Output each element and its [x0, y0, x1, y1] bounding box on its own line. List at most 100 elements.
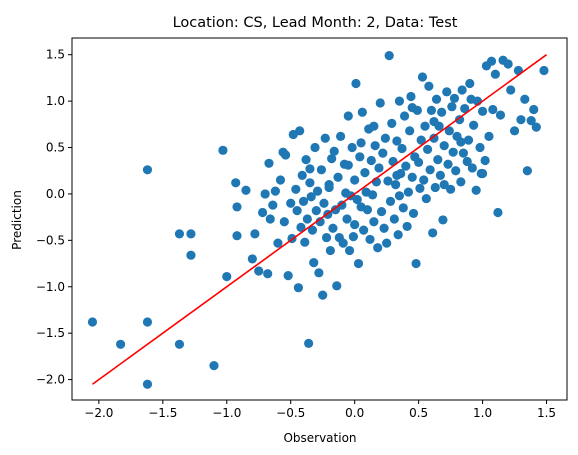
- data-point: [298, 196, 309, 206]
- data-point: [254, 266, 264, 276]
- data-point: [471, 185, 481, 195]
- data-point: [310, 142, 320, 153]
- data-point: [509, 126, 520, 136]
- data-point: [375, 98, 385, 108]
- data-point: [351, 78, 361, 89]
- data-point: [283, 271, 293, 281]
- data-point: [484, 131, 494, 141]
- data-point: [376, 206, 387, 217]
- data-point: [343, 111, 353, 121]
- data-point: [463, 135, 474, 145]
- data-point: [435, 170, 445, 180]
- data-point: [306, 192, 316, 202]
- data-point: [275, 175, 286, 185]
- data-point: [319, 198, 329, 208]
- data-point: [353, 258, 364, 269]
- data-point: [312, 186, 323, 196]
- data-point: [357, 107, 367, 117]
- x-tick-label: 0.5: [409, 406, 428, 420]
- data-point: [142, 317, 153, 327]
- data-point: [142, 379, 153, 389]
- y-tick-label: −0.5: [36, 233, 65, 247]
- data-point: [343, 160, 353, 170]
- data-point: [352, 194, 362, 205]
- data-point: [218, 145, 228, 155]
- data-point: [365, 234, 375, 245]
- data-point: [402, 221, 412, 232]
- data-point: [382, 238, 392, 248]
- data-point: [446, 184, 456, 194]
- data-point: [460, 103, 470, 114]
- data-point: [378, 148, 388, 158]
- data-point: [444, 126, 454, 136]
- data-point: [142, 165, 153, 175]
- y-axis-label: Prediction: [10, 190, 24, 250]
- data-point: [387, 118, 397, 128]
- data-point: [416, 135, 426, 145]
- y-tick-label: 1.5: [46, 48, 65, 62]
- data-point: [247, 254, 257, 264]
- data-point: [295, 126, 305, 136]
- data-point: [263, 269, 273, 279]
- data-point: [429, 116, 439, 127]
- data-point: [232, 202, 242, 212]
- data-point: [438, 215, 448, 225]
- data-point: [374, 163, 384, 173]
- data-point: [414, 157, 424, 167]
- data-point: [301, 154, 311, 165]
- data-point: [397, 143, 407, 154]
- data-point: [265, 214, 275, 224]
- data-point: [369, 121, 379, 131]
- data-point: [477, 106, 488, 116]
- data-point: [439, 180, 449, 190]
- data-point: [458, 148, 468, 158]
- data-point: [539, 65, 549, 76]
- data-point: [264, 158, 274, 168]
- data-point: [320, 133, 330, 143]
- data-point: [380, 133, 390, 143]
- data-point: [420, 121, 430, 131]
- data-point: [467, 163, 477, 173]
- data-point: [222, 271, 232, 282]
- chart-title: Location: CS, Lead Month: 2, Data: Test: [173, 15, 458, 31]
- data-point: [257, 207, 268, 218]
- data-point: [403, 187, 413, 197]
- y-tick-label: 0.0: [46, 187, 65, 201]
- data-point: [87, 317, 98, 327]
- data-point: [408, 208, 419, 219]
- data-point: [428, 228, 438, 238]
- data-point: [279, 217, 289, 227]
- data-point: [522, 166, 532, 176]
- data-point: [503, 59, 513, 69]
- data-point: [393, 230, 403, 240]
- data-point: [454, 115, 465, 125]
- y-tick-label: −2.0: [36, 373, 65, 387]
- data-point: [385, 196, 396, 206]
- data-point: [321, 232, 332, 243]
- data-point: [529, 104, 539, 115]
- data-point: [426, 105, 437, 115]
- data-point: [307, 225, 318, 235]
- fit-line: [91, 54, 548, 385]
- data-point: [421, 193, 431, 204]
- data-point: [437, 107, 447, 117]
- data-point: [466, 94, 476, 104]
- data-point: [348, 232, 358, 242]
- data-point: [311, 206, 321, 216]
- data-point: [325, 245, 335, 256]
- data-point: [431, 94, 442, 104]
- data-point: [407, 172, 417, 182]
- x-tick-label: 1.0: [473, 406, 492, 420]
- data-point: [273, 238, 283, 248]
- y-tick-label: −1.0: [36, 280, 65, 294]
- data-point: [462, 156, 472, 167]
- data-point: [329, 146, 339, 156]
- data-point: [424, 81, 434, 91]
- data-point: [356, 138, 366, 148]
- data-point: [457, 85, 467, 95]
- data-point: [116, 339, 126, 349]
- data-point: [391, 180, 401, 190]
- data-point: [342, 214, 352, 224]
- data-point: [394, 96, 405, 106]
